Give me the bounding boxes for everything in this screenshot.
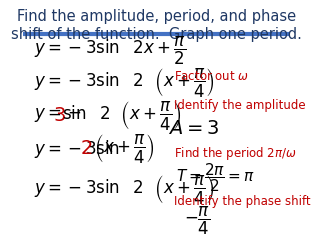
- Text: Factor out $\omega$: Factor out $\omega$: [174, 70, 249, 83]
- Text: $A = 3$: $A = 3$: [168, 119, 219, 138]
- Text: $T = \dfrac{2\pi}{2} = \pi$: $T = \dfrac{2\pi}{2} = \pi$: [176, 161, 255, 194]
- Text: $y = -$: $y = -$: [34, 107, 82, 125]
- Text: $2$: $2$: [80, 139, 92, 158]
- Text: $y = -3\sin\ \ 2x+\dfrac{\pi}{2}$: $y = -3\sin\ \ 2x+\dfrac{\pi}{2}$: [34, 34, 186, 66]
- Text: $y = -3\sin\ \ 2\ \ \left(x+\dfrac{\pi}{4}\right)$: $y = -3\sin\ \ 2\ \ \left(x+\dfrac{\pi}{…: [34, 66, 214, 99]
- Text: $3$: $3$: [53, 106, 66, 125]
- Text: Find the amplitude, period, and phase
shift of the function.  Graph one period.: Find the amplitude, period, and phase sh…: [11, 9, 302, 42]
- Text: $\sin\ \ 2\ \ \left(x+\dfrac{\pi}{4}\right)$: $\sin\ \ 2\ \ \left(x+\dfrac{\pi}{4}\rig…: [62, 99, 182, 132]
- Text: $y = -3\sin\ \ $: $y = -3\sin\ \ $: [34, 138, 120, 160]
- Text: Identify the phase shift: Identify the phase shift: [174, 195, 310, 208]
- Text: Identify the amplitude: Identify the amplitude: [174, 99, 305, 112]
- Text: $\ \left(x+\dfrac{\pi}{4}\right)$: $\ \left(x+\dfrac{\pi}{4}\right)$: [89, 132, 155, 165]
- Text: Find the period $2\pi/\omega$: Find the period $2\pi/\omega$: [174, 145, 296, 162]
- Text: $-\dfrac{\pi}{4}$: $-\dfrac{\pi}{4}$: [185, 205, 211, 237]
- Text: $y = -3\sin\ \ 2\ \ \left(x+\dfrac{\pi}{4}\right)$: $y = -3\sin\ \ 2\ \ \left(x+\dfrac{\pi}{…: [34, 173, 214, 206]
